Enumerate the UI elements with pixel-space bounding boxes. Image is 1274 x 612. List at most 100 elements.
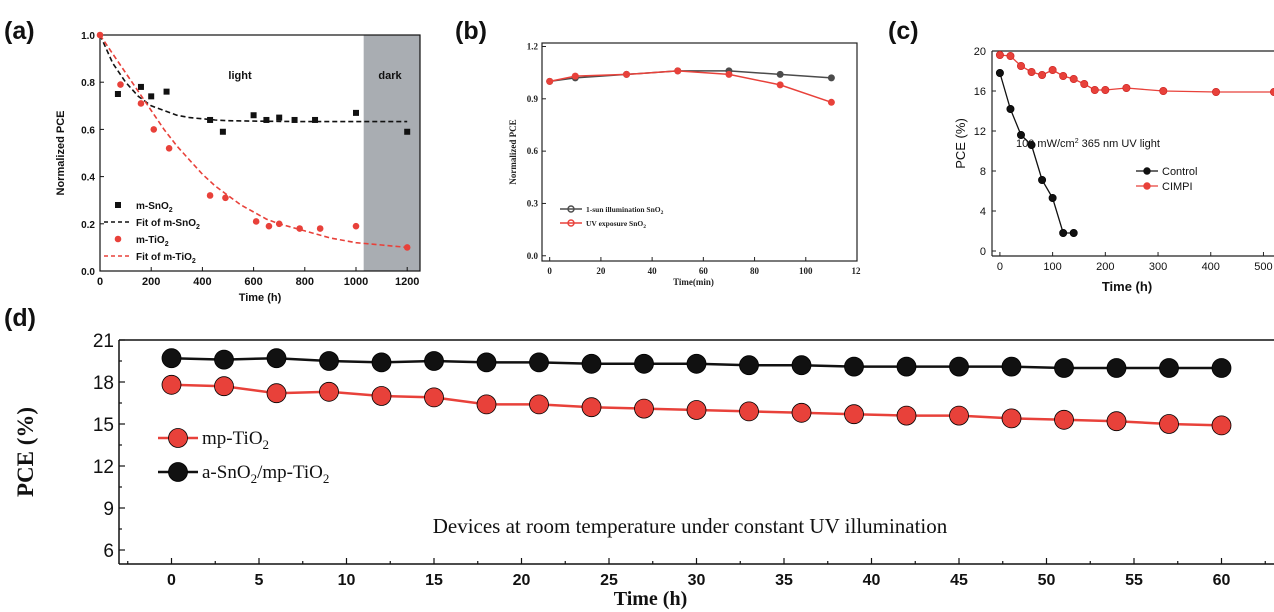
x-tick-label: 400 <box>193 276 211 288</box>
panel-d-tag: (d) <box>4 304 36 332</box>
x-tick-label: 80 <box>750 266 760 276</box>
x-tick-label: 40 <box>648 266 658 276</box>
y-tick-label: 0.3 <box>527 198 539 208</box>
data-point <box>844 404 864 425</box>
data-point <box>995 69 1004 78</box>
data-point <box>546 77 554 85</box>
data-point <box>1211 358 1232 378</box>
x-tick-label: 45 <box>950 572 968 589</box>
x-tick-label: 0 <box>997 261 1003 273</box>
legend-text: UV exposure SnO <box>586 219 643 228</box>
data-point <box>1106 358 1127 378</box>
legend-subscript: 2 <box>169 207 173 214</box>
data-point <box>739 401 759 422</box>
legend-text: /mp-TiO <box>257 462 323 483</box>
data-point <box>1080 80 1089 89</box>
data-point-m-sno2 <box>353 109 359 116</box>
data-point <box>1159 414 1179 434</box>
x-tick-label: 200 <box>142 276 160 288</box>
data-point <box>476 394 497 415</box>
x-tick-label: 400 <box>1202 261 1220 273</box>
chart-d: 0 5 10 15 20 25 30 35 40 45 50 55 60 6 9 12 15 18 21 Time (… <box>13 331 1274 610</box>
legend-text: a-SnO <box>202 462 251 483</box>
legend-text: m-TiO <box>136 235 165 246</box>
legend-label: CIMPI <box>1162 181 1193 193</box>
data-point <box>529 352 549 373</box>
panel-a-tag: (a) <box>4 17 35 45</box>
x-tick-label: 35 <box>775 572 793 589</box>
data-point <box>949 356 969 377</box>
data-point <box>1159 87 1168 96</box>
x-tick-label: 50 <box>1038 572 1056 589</box>
x-tick-label: 600 <box>244 276 262 288</box>
y-tick-label: 0.8 <box>81 78 95 89</box>
data-point <box>214 376 234 397</box>
data-point <box>623 70 631 78</box>
data-point-m-sno2 <box>207 116 214 123</box>
data-point-m-sno2 <box>312 116 319 123</box>
data-point <box>827 74 835 82</box>
legend-marker-m-sno2 <box>115 202 121 208</box>
y-tick-label: 6 <box>103 541 114 562</box>
data-point <box>1006 105 1015 114</box>
y-tick-label: 12 <box>974 126 986 138</box>
legend-marker <box>168 462 188 482</box>
data-point <box>529 394 549 415</box>
data-point-m-tio2 <box>352 222 360 230</box>
y-axis-label: PCE (%) <box>953 118 968 169</box>
data-point <box>1001 408 1022 429</box>
x-axis-label: Time (h) <box>239 292 282 304</box>
legend-subscript: 2 <box>643 224 646 230</box>
data-point <box>571 72 579 80</box>
data-point <box>581 397 602 418</box>
data-point-m-tio2 <box>265 222 273 230</box>
data-point-m-sno2 <box>263 116 270 123</box>
x-tick-label: 40 <box>863 572 881 589</box>
series-line-0 <box>999 72 1074 234</box>
data-point <box>1016 61 1025 70</box>
data-point-m-tio2 <box>165 144 173 152</box>
x-tick-label: 12 <box>852 266 862 276</box>
data-point <box>1001 356 1022 377</box>
y-tick-label: 0.6 <box>527 146 539 156</box>
x-tick-label: 500 <box>1254 261 1272 273</box>
y-tick-label: 16 <box>974 86 986 98</box>
data-point <box>776 81 784 89</box>
x-tick-label: 5 <box>255 572 264 589</box>
x-tick-label: 20 <box>596 266 606 276</box>
fit-line-m-sno2 <box>99 34 408 123</box>
annotation-text: 100 mW/cm <box>1016 138 1075 150</box>
data-point <box>725 70 733 78</box>
legend-label: mp-TiO2 <box>202 428 269 452</box>
data-point-m-sno2 <box>219 128 226 135</box>
data-point-m-tio2 <box>252 218 260 225</box>
data-point <box>1059 72 1068 81</box>
y-tick-label: 9 <box>103 499 114 520</box>
legend-marker <box>1143 167 1151 175</box>
data-point <box>1038 71 1047 80</box>
x-tick-label: 15 <box>425 572 443 589</box>
legend-marker <box>567 219 575 227</box>
x-tick-label: 0 <box>167 572 176 589</box>
data-point <box>1006 51 1015 60</box>
plot-frame <box>541 42 858 262</box>
data-point <box>1027 141 1036 150</box>
data-point <box>424 351 444 371</box>
x-tick-label: 300 <box>1149 261 1167 273</box>
data-point-m-tio2 <box>316 225 324 232</box>
x-tick-label: 1200 <box>395 276 419 288</box>
data-point <box>1048 66 1057 75</box>
annotation-light: light <box>228 70 252 82</box>
data-point <box>844 356 864 377</box>
data-point <box>266 383 287 404</box>
legend-subscript: 2 <box>661 210 664 216</box>
data-point <box>686 400 707 420</box>
data-point <box>1027 68 1036 77</box>
data-point-m-tio2 <box>117 81 124 88</box>
data-point <box>1016 131 1025 140</box>
y-tick-label: 0.0 <box>81 267 95 278</box>
data-point <box>1122 84 1131 93</box>
data-point-m-sno2 <box>148 93 155 100</box>
y-tick-label: 0.4 <box>81 173 95 184</box>
data-point <box>1106 411 1127 432</box>
